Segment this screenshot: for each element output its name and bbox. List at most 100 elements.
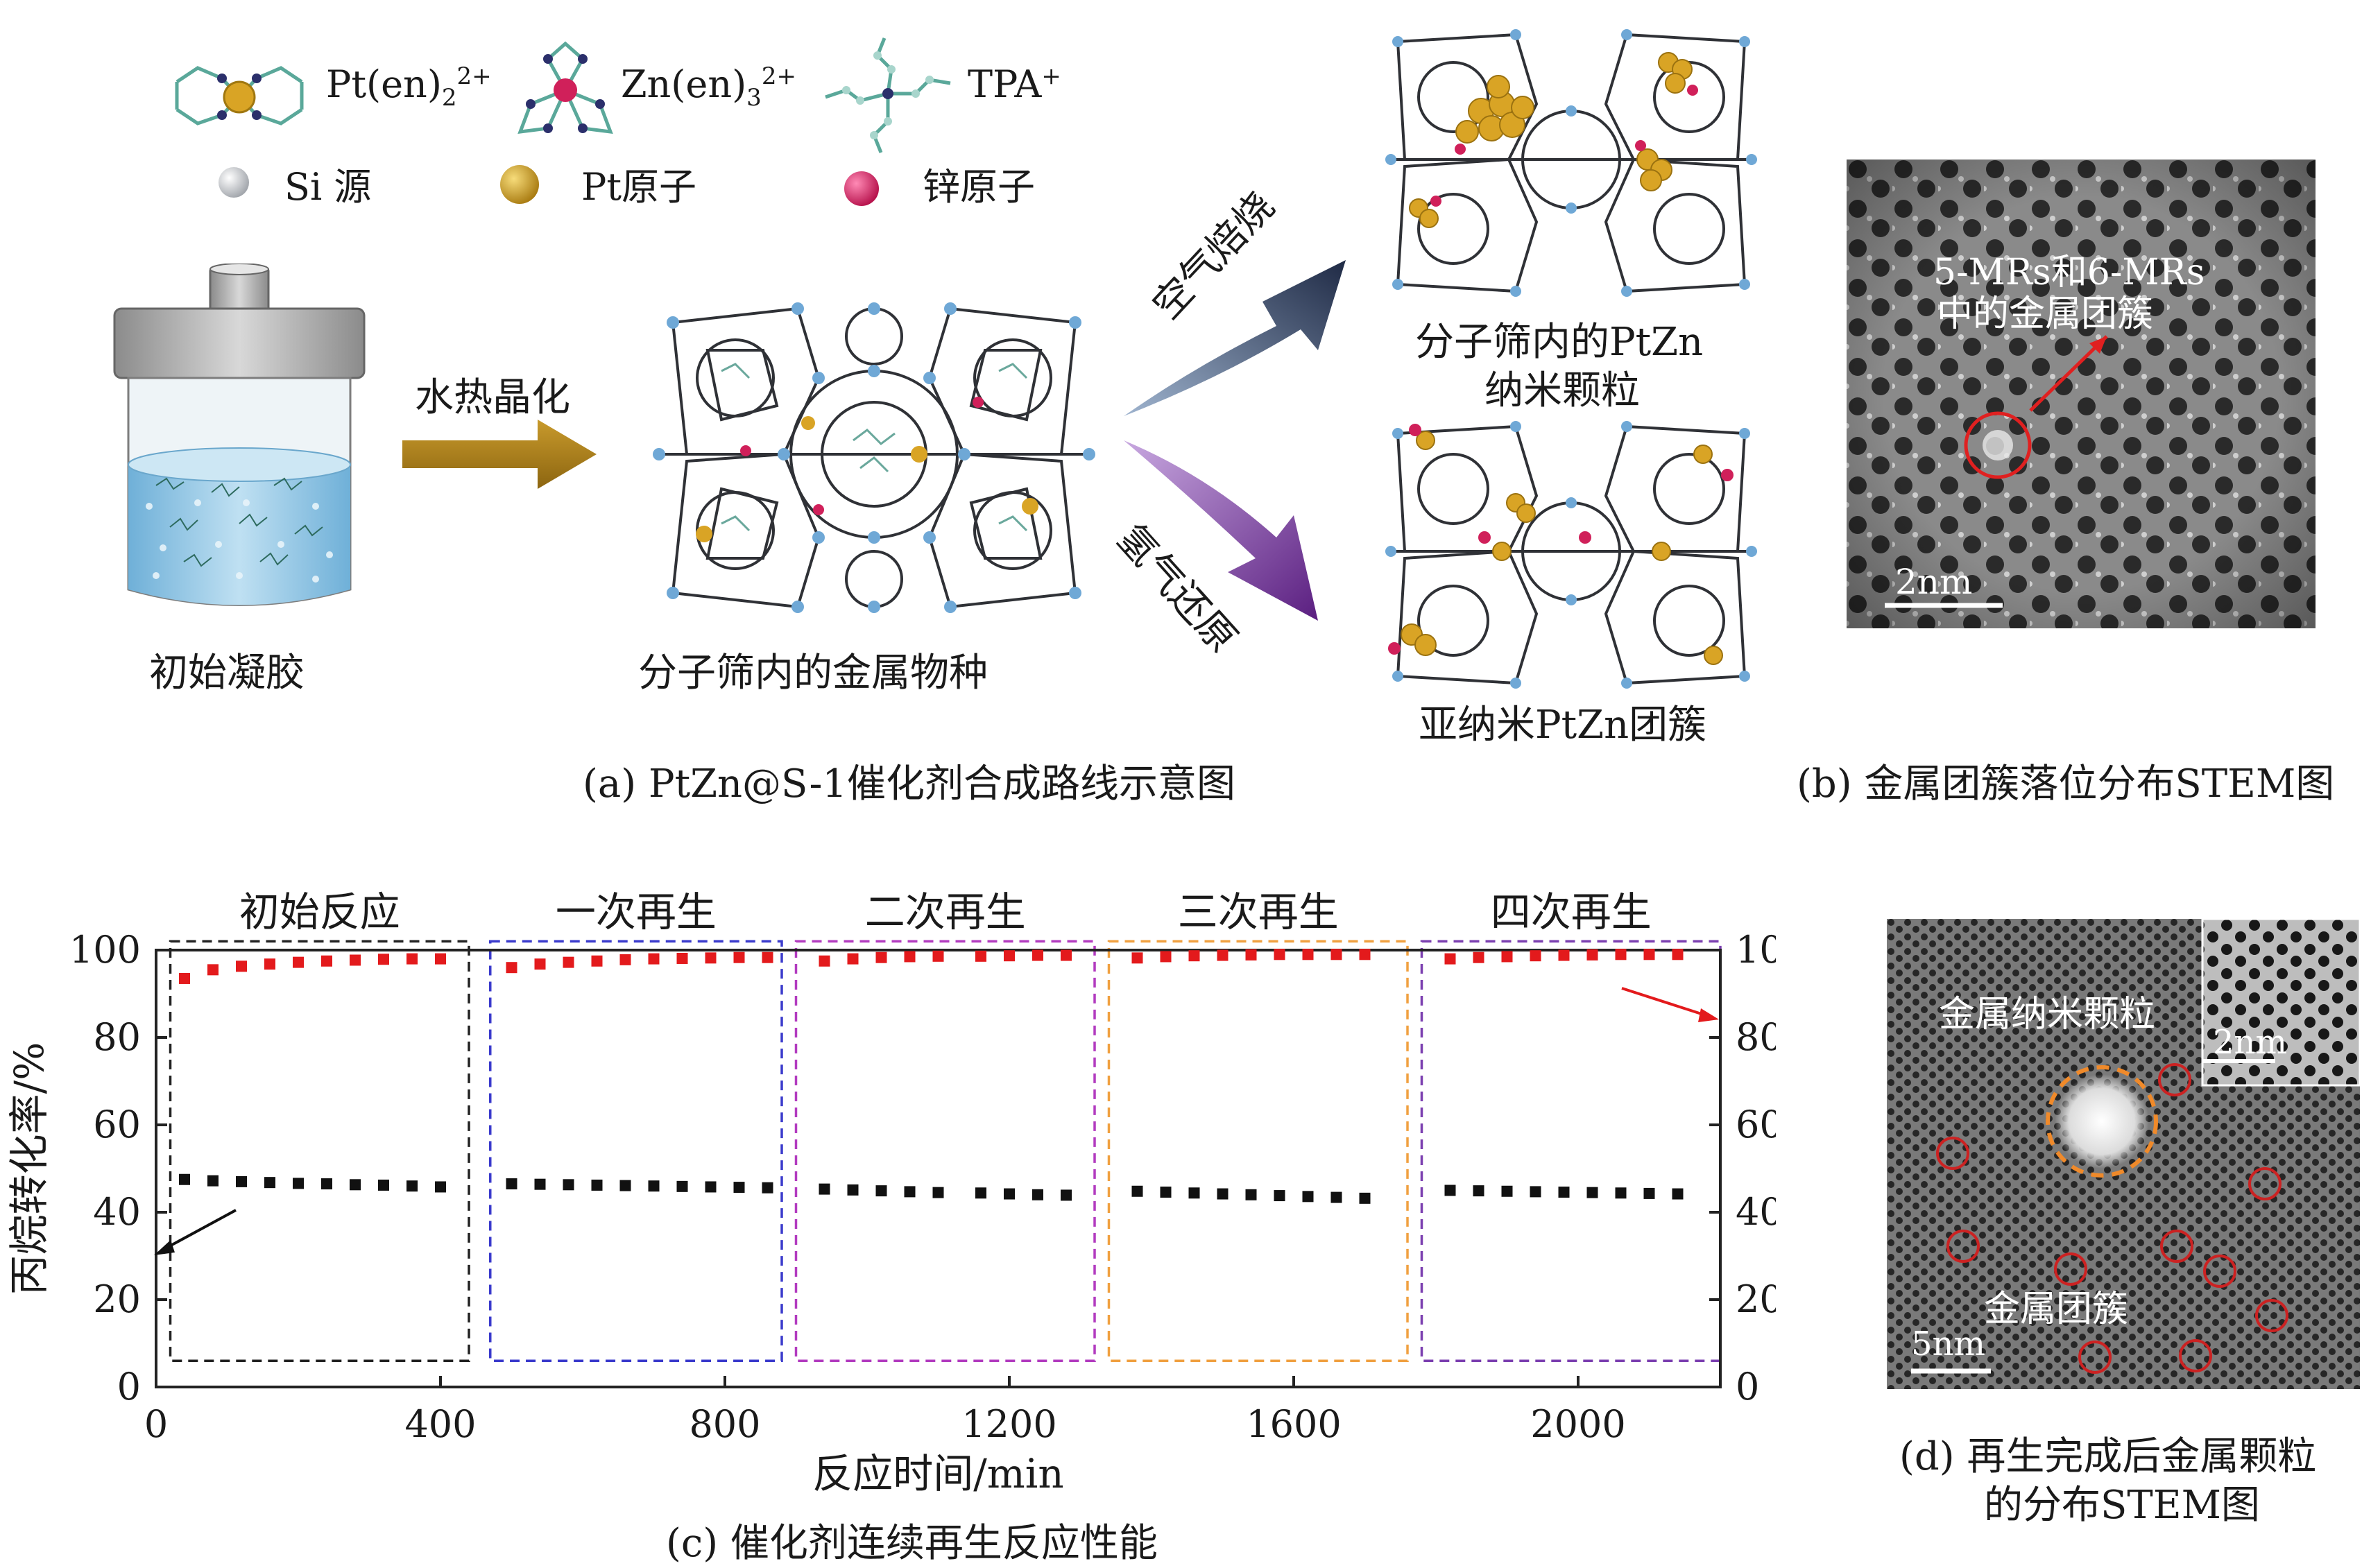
conversion-point — [733, 1182, 745, 1194]
tpa-text: TPA — [968, 62, 1042, 106]
y-tick-label-left: 100 — [69, 928, 141, 972]
conversion-point — [1672, 1188, 1684, 1200]
x-tick-label: 0 — [144, 1402, 168, 1446]
x-tick-label: 1600 — [1246, 1402, 1341, 1446]
zn-en-molecule-icon — [517, 41, 613, 134]
stem-lattice-b — [1847, 160, 2316, 628]
conversion-point — [1245, 1189, 1257, 1200]
stem-lattice-d — [1887, 919, 2360, 1389]
conversion-point — [1330, 1191, 1342, 1203]
selectivity-point — [762, 951, 773, 963]
conversion-point — [1188, 1187, 1200, 1199]
reactor-vessel-icon — [113, 264, 366, 606]
conversion-point — [406, 1180, 418, 1192]
conversion-point — [1004, 1188, 1015, 1200]
selectivity-point — [1672, 949, 1684, 960]
conversion-point — [1473, 1185, 1484, 1197]
conversion-point — [1274, 1190, 1285, 1202]
conversion-point — [1061, 1189, 1072, 1201]
conversion-point — [676, 1180, 688, 1192]
cluster-highlight-circle — [1964, 411, 2032, 479]
selectivity-point — [1473, 951, 1484, 963]
selectivity-point — [847, 953, 859, 965]
tpa-sup: + — [1041, 62, 1061, 90]
y-tick-label-left: 60 — [93, 1103, 141, 1146]
conversion-point — [321, 1178, 332, 1190]
conversion-point — [1359, 1192, 1371, 1204]
conversion-point — [1558, 1187, 1570, 1198]
selectivity-point — [1004, 950, 1015, 962]
conversion-point — [1615, 1187, 1627, 1199]
conversion-point — [534, 1178, 546, 1190]
conversion-point — [1160, 1187, 1172, 1198]
selectivity-point — [1217, 949, 1229, 961]
nanoparticle-blob — [2055, 1074, 2149, 1169]
period-box-0 — [169, 940, 470, 1362]
conversion-point — [1444, 1184, 1456, 1196]
pt-en-sup: 2+ — [456, 62, 492, 90]
nanoparticle-dashed-circle — [2046, 1065, 2158, 1178]
conversion-point — [875, 1185, 887, 1197]
conversion-point — [932, 1187, 944, 1198]
conversion-point — [1643, 1187, 1655, 1199]
selectivity-point — [1330, 949, 1342, 960]
conversion-point — [207, 1175, 219, 1187]
nanoparticle-label-line1: 分子筛内的PtZn — [1415, 320, 1704, 365]
conversion-point — [350, 1179, 361, 1191]
conversion-point — [1302, 1191, 1314, 1203]
zn-en-text: Zn(en) — [621, 62, 747, 106]
conversion-point — [1501, 1185, 1513, 1197]
panel-d-caption-line2: 的分布STEM图 — [1984, 1483, 2260, 1528]
period-box-1 — [489, 940, 783, 1362]
selectivity-point — [1558, 949, 1570, 961]
selectivity-point — [975, 950, 986, 962]
panel-b-annotation-2: 中的金属团簇 — [1937, 293, 2154, 335]
panel-b-scale-label: 2nm — [1895, 562, 1973, 602]
hydrothermal-arrow-icon — [402, 420, 597, 489]
conversion-point — [435, 1181, 446, 1193]
panel-b-caption: (b) 金属团簇落位分布STEM图 — [1797, 761, 2335, 807]
panel-b-annotation-1: 5-MRs和6-MRs — [1933, 252, 2205, 293]
selectivity-point — [1032, 949, 1043, 961]
y-tick-label-right: 40 — [1736, 1190, 1776, 1234]
x-tick-label: 400 — [404, 1402, 476, 1446]
conversion-point — [975, 1187, 986, 1199]
si-atom-icon — [219, 167, 249, 198]
legend-zn-en-label: Zn(en)32+ — [621, 62, 796, 112]
selectivity-axis-arrow — [1621, 987, 1709, 1017]
x-tick-label: 800 — [689, 1402, 760, 1446]
selectivity-point — [676, 952, 688, 964]
y-axis-label-left: 丙烷转化率/% — [6, 1042, 53, 1295]
tpa-molecule-icon — [825, 37, 951, 153]
conversion-axis-arrow — [162, 1209, 237, 1251]
selectivity-point — [1444, 953, 1456, 965]
selectivity-point — [1302, 949, 1314, 960]
panel-a-caption: (a) PtZn@S-1催化剂合成路线示意图 — [583, 761, 1236, 807]
y-tick-label-left: 20 — [93, 1277, 141, 1321]
legend-pt-atom-label: Pt原子 — [581, 165, 697, 209]
conversion-point — [264, 1177, 275, 1189]
selectivity-point — [321, 955, 332, 967]
zn-en-sup: 2+ — [761, 62, 796, 90]
hydrogen-reduction-arrow-icon — [1124, 440, 1318, 621]
panel-d-stem-image: 金属纳米颗粒 金属团簇 2nm 5nm — [1887, 919, 2360, 1389]
selectivity-point — [1530, 950, 1541, 962]
panel-d-nanoparticle-label: 金属纳米颗粒 — [1939, 994, 2156, 1035]
y-tick-label-left: 80 — [93, 1015, 141, 1059]
selectivity-point — [563, 956, 574, 968]
zn-en-sub: 3 — [746, 83, 762, 112]
selectivity-point — [1643, 949, 1655, 960]
selectivity-point — [1586, 949, 1598, 960]
conversion-point — [1032, 1189, 1043, 1200]
conversion-point — [819, 1183, 830, 1195]
panel-b-stem-image: 5-MRs和6-MRs 中的金属团簇 2nm — [1847, 160, 2316, 628]
selectivity-axis-arrowhead — [1698, 1008, 1719, 1022]
pt-en-text: Pt(en) — [326, 62, 442, 106]
conversion-point — [762, 1182, 773, 1194]
conversion-axis-arrowhead — [154, 1240, 175, 1255]
selectivity-point — [1131, 952, 1143, 964]
panel-d-scale-label: 5nm — [1911, 1325, 1985, 1363]
period-label-0: 初始反应 — [239, 888, 400, 936]
selectivity-point — [1501, 951, 1513, 963]
selectivity-point — [619, 954, 631, 965]
